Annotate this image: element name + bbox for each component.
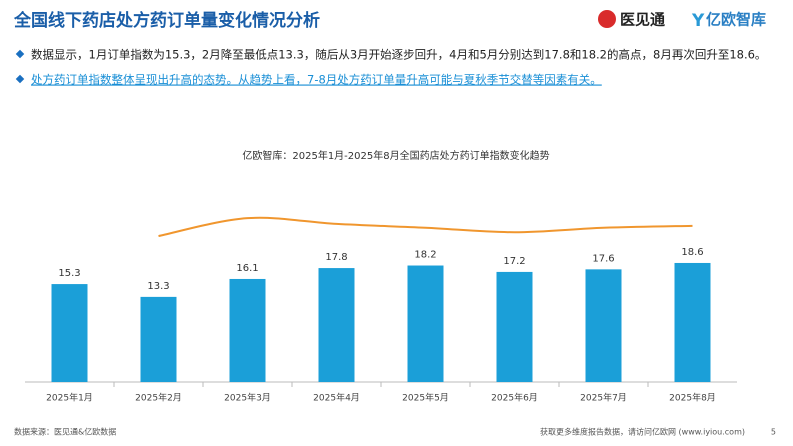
x-tick-label: 2025年1月 [46, 392, 93, 404]
bar [229, 278, 266, 382]
value-label: 17.8 [325, 252, 347, 263]
x-tick-label: 2025年4月 [313, 392, 360, 404]
source: 数据来源：医见通&亿欧数据 [14, 427, 116, 437]
x-tick-label: 2025年5月 [402, 392, 449, 404]
bar [407, 265, 444, 382]
bar [318, 268, 355, 382]
value-label: 18.6 [681, 247, 703, 258]
x-tick-label: 2025年8月 [669, 392, 716, 404]
footer-note: 获取更多维度报告数据，请访问亿欧网 (www.iyiou.com) [540, 427, 745, 437]
bullet-text: 处方药订单指数整体呈现出升高的态势。从趋势上看，7-8月处方药订单量升高可能与夏… [31, 73, 602, 87]
value-label: 17.6 [592, 253, 614, 264]
logo-icon [598, 10, 616, 28]
bar [674, 262, 711, 382]
logo: 亿欧智库 [706, 11, 766, 29]
bar [496, 271, 533, 382]
bullet-icon [15, 74, 25, 84]
value-label: 17.2 [503, 256, 525, 267]
x-tick-label: 2025年2月 [135, 392, 182, 404]
value-label: 15.3 [58, 268, 80, 279]
bullet-icon [15, 49, 25, 59]
bullet-text: 数据显示，1月订单指数为15.3，2月降至最低点13.3，随后从3月开始逐步回升… [31, 48, 766, 62]
slide-title: 全国线下药店处方药订单量变化情况分析 [13, 10, 320, 31]
x-tick-label: 2025年3月 [224, 392, 271, 404]
value-label: 16.1 [236, 263, 258, 274]
value-label: 13.3 [147, 281, 169, 292]
chart-title: 亿欧智库：2025年1月-2025年8月全国药店处方药订单指数变化趋势 [242, 149, 549, 162]
trend-line [158, 216, 693, 238]
bar [585, 269, 622, 382]
logo-mark: Y [691, 11, 705, 31]
bar [51, 284, 88, 382]
x-tick-label: 2025年7月 [580, 392, 627, 404]
value-label: 18.2 [414, 250, 436, 261]
bar [140, 296, 177, 382]
x-tick-label: 2025年6月 [491, 392, 538, 404]
page-number: 5 [771, 428, 776, 437]
logo: 医见通 [620, 11, 665, 29]
